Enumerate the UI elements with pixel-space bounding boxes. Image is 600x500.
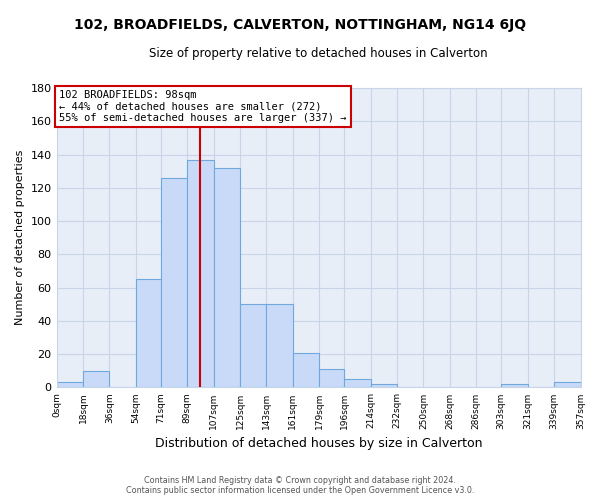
Title: Size of property relative to detached houses in Calverton: Size of property relative to detached ho… [149,48,488,60]
Bar [136,280,161,388]
Bar [161,178,187,388]
Text: 102, BROADFIELDS, CALVERTON, NOTTINGHAM, NG14 6JQ: 102, BROADFIELDS, CALVERTON, NOTTINGHAM,… [74,18,526,32]
Bar [371,384,397,388]
Text: 102 BROADFIELDS: 98sqm
← 44% of detached houses are smaller (272)
55% of semi-de: 102 BROADFIELDS: 98sqm ← 44% of detached… [59,90,347,123]
Bar [187,160,214,388]
Y-axis label: Number of detached properties: Number of detached properties [15,150,25,326]
Bar [319,369,344,388]
Text: Contains HM Land Registry data © Crown copyright and database right 2024.
Contai: Contains HM Land Registry data © Crown c… [126,476,474,495]
Bar [240,304,266,388]
Bar [344,379,371,388]
Bar [56,382,83,388]
Bar [83,371,109,388]
Bar [501,384,527,388]
Bar [293,352,319,388]
Bar [266,304,293,388]
Bar [214,168,240,388]
Bar [554,382,581,388]
X-axis label: Distribution of detached houses by size in Calverton: Distribution of detached houses by size … [155,437,482,450]
